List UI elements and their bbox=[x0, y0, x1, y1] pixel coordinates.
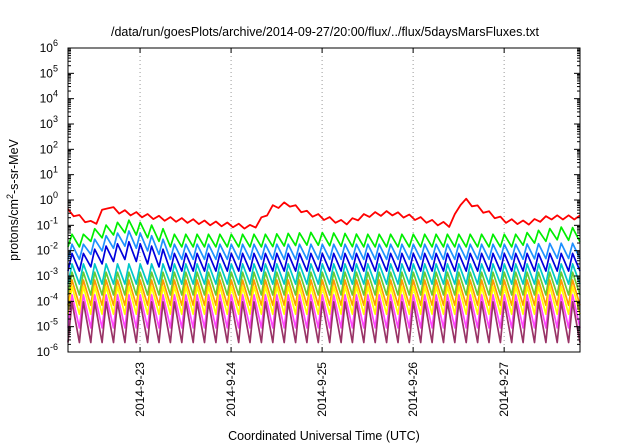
y-tick-base: 10 bbox=[37, 294, 51, 308]
series-line bbox=[67, 219, 581, 248]
y-tick-base: 10 bbox=[37, 320, 51, 334]
series-line bbox=[67, 197, 581, 230]
x-grid bbox=[139, 48, 505, 352]
y-tick-label: 104 bbox=[40, 89, 58, 106]
y-tick-exponent: 3 bbox=[53, 114, 58, 124]
y-tick-exponent: 1 bbox=[53, 165, 58, 175]
y-tick-exponent: -5 bbox=[50, 317, 58, 327]
chart-title: /data/run/goesPlots/archive/2014-09-27/2… bbox=[111, 25, 540, 39]
y-axis-label-units: -s-sr-MeV bbox=[7, 138, 21, 194]
y-tick-base: 10 bbox=[37, 269, 51, 283]
series-line bbox=[67, 263, 581, 285]
y-tick-exponent: 4 bbox=[53, 89, 58, 99]
y-tick-exponent: 2 bbox=[53, 139, 58, 149]
y-tick-label: 10-1 bbox=[37, 215, 58, 232]
y-tick-exponent: -1 bbox=[50, 215, 58, 225]
y-tick-exponent: -4 bbox=[50, 291, 58, 301]
y-axis-label-main: protons/cm bbox=[7, 199, 21, 261]
y-tick-exponent: -6 bbox=[50, 342, 58, 352]
y-axis-label-exponent: 2 bbox=[5, 194, 15, 199]
y-tick-label: 106 bbox=[40, 38, 58, 55]
y-tick-exponent: 0 bbox=[53, 190, 58, 200]
series-line bbox=[67, 230, 581, 261]
y-tick-label: 10-6 bbox=[37, 342, 58, 359]
y-tick-base: 10 bbox=[40, 66, 54, 80]
y-tick-label: 102 bbox=[40, 139, 58, 156]
y-tick-exponent: 6 bbox=[53, 38, 58, 48]
y-tick-label: 10-3 bbox=[37, 266, 58, 283]
x-tick-label: 2014-9-23 bbox=[133, 362, 147, 417]
y-tick-base: 10 bbox=[40, 193, 54, 207]
y-tick-label: 105 bbox=[40, 63, 58, 80]
x-tick-label: 2014-9-26 bbox=[406, 362, 420, 417]
series-group bbox=[67, 197, 581, 344]
y-tick-label: 10-2 bbox=[37, 241, 58, 258]
y-tick-exponent: -3 bbox=[50, 266, 58, 276]
series-line bbox=[67, 240, 581, 272]
y-tick-base: 10 bbox=[40, 41, 54, 55]
series-line bbox=[67, 294, 581, 329]
y-tick-label: 101 bbox=[40, 165, 58, 182]
y-tick-base: 10 bbox=[40, 142, 54, 156]
series-line bbox=[67, 285, 581, 316]
y-tick-exponent: 5 bbox=[53, 63, 58, 73]
series-line bbox=[67, 301, 581, 344]
y-tick-base: 10 bbox=[37, 218, 51, 232]
y-tick-exponent: -2 bbox=[50, 241, 58, 251]
y-tick-base: 10 bbox=[37, 345, 51, 359]
series-line bbox=[67, 271, 581, 296]
y-tick-base: 10 bbox=[37, 244, 51, 258]
y-tick-base: 10 bbox=[40, 168, 54, 182]
x-axis: 2014-9-23 2014-9-24 2014-9-25 2014-9-26 2014… bbox=[133, 48, 511, 417]
x-axis-label: Coordinated Universal Time (UTC) bbox=[228, 429, 420, 443]
x-tick-label: 2014-9-25 bbox=[315, 362, 329, 417]
y-axis-label: protons/cm2-s-sr-MeV bbox=[5, 138, 21, 260]
y-tick-label: 10-4 bbox=[37, 291, 58, 308]
y-tick-label: 100 bbox=[40, 190, 58, 207]
y-tick-base: 10 bbox=[40, 117, 54, 131]
y-tick-base: 10 bbox=[40, 92, 54, 106]
y-tick-label: 10-5 bbox=[37, 317, 58, 334]
series-line bbox=[67, 279, 581, 307]
y-tick-label: 103 bbox=[40, 114, 58, 131]
y-axis: 10-610-510-410-310-210-11001011021031041… bbox=[37, 38, 580, 359]
x-tick-label: 2014-9-24 bbox=[224, 362, 238, 417]
x-tick-label: 2014-9-27 bbox=[497, 362, 511, 417]
